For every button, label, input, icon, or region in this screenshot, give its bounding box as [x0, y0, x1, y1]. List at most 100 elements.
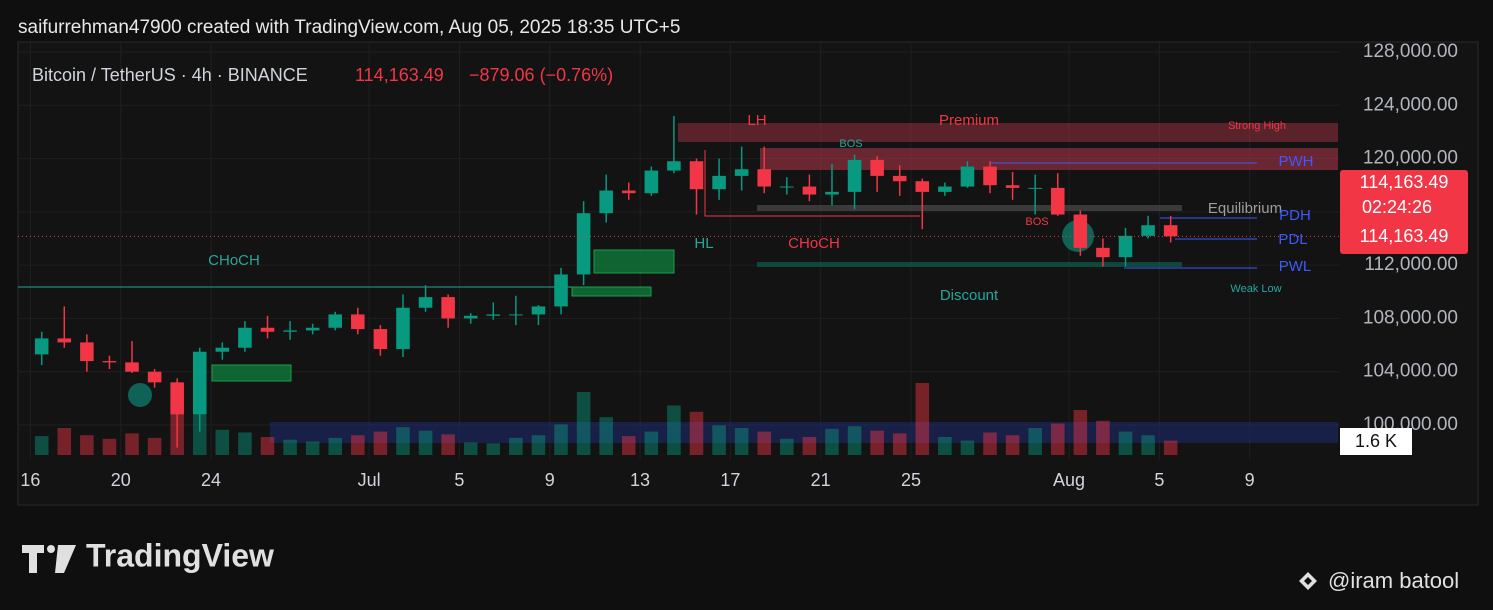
volume-bar: [576, 392, 591, 455]
hl-line: [704, 150, 920, 217]
candle-body: [283, 330, 297, 332]
volume-bar: [260, 437, 275, 455]
supply-zone: [760, 148, 1338, 170]
candle-body: [554, 274, 568, 307]
candle-body: [780, 186, 794, 188]
volume-bar: [757, 431, 772, 455]
candle-body: [531, 306, 546, 315]
annotation: Equilibrium: [1208, 200, 1282, 217]
volume-bar: [1163, 440, 1178, 455]
order-block: [211, 364, 292, 382]
candle-body: [305, 327, 320, 331]
candle-body: [1163, 225, 1178, 237]
annotation: PDL: [1278, 231, 1307, 248]
volume-bar: [34, 436, 49, 455]
annotation: CHoCH: [208, 252, 260, 269]
annotation: PWH: [1279, 153, 1314, 170]
discount-zone: [757, 262, 1182, 267]
annotation: PWL: [1279, 258, 1312, 275]
volume-bar: [80, 435, 94, 455]
candle-body: [396, 307, 410, 350]
volume-bar: [509, 437, 523, 455]
volume-bar: [983, 432, 997, 455]
candle-body: [983, 166, 997, 186]
candle-body: [802, 186, 817, 195]
volume-bar: [1096, 420, 1110, 455]
candle-body: [260, 327, 275, 332]
candle-body: [238, 327, 252, 348]
candle-body: [328, 314, 343, 328]
x-tick-label: Jul: [358, 470, 381, 490]
change: −879.06 (−0.76%): [469, 65, 613, 85]
volume-bar: [734, 428, 749, 455]
candle-body: [486, 314, 501, 316]
annotation: Premium: [939, 112, 999, 129]
candle-body: [351, 314, 365, 330]
candle-body: [1073, 214, 1088, 248]
volume-bar: [305, 441, 320, 455]
candle-body: [825, 191, 839, 195]
candle-body: [847, 159, 862, 192]
y-tick-label: 128,000.00: [1363, 41, 1458, 62]
order-block: [593, 249, 675, 274]
equilibrium-zone: [757, 205, 1182, 211]
candle-body: [34, 338, 49, 355]
annotation: BOS: [839, 138, 862, 150]
annotation: PDH: [1279, 207, 1311, 224]
watermark-icon: [1299, 572, 1317, 590]
volume-bar: [1005, 435, 1020, 455]
volume-bar: [531, 435, 546, 455]
candle-body: [757, 169, 772, 187]
candle-body: [938, 186, 952, 192]
volume-bar: [57, 428, 72, 455]
candle-body: [463, 315, 478, 319]
header: saifurrehman47900 created with TradingVi…: [18, 17, 680, 38]
volume-bar: [621, 436, 636, 455]
candle-body: [57, 338, 72, 343]
volume-tag-label: 1.6 K: [1355, 431, 1397, 451]
price-tag: [1340, 170, 1468, 254]
volume-bar: [915, 383, 930, 455]
x-tick-label: 25: [901, 470, 921, 490]
volume-bar: [892, 433, 907, 455]
candle-body: [1028, 187, 1042, 189]
volume-bar: [780, 438, 794, 455]
candle-body: [689, 161, 704, 190]
volume-bar: [418, 430, 433, 455]
volume-bar: [486, 443, 501, 455]
countdown: 02:24:26: [1362, 197, 1432, 217]
volume-bar: [847, 426, 862, 455]
price-tag-label: 114,163.49: [1360, 172, 1449, 192]
volume-bar: [283, 439, 297, 455]
watermark: @iram batool: [1328, 568, 1459, 593]
candle-body: [667, 161, 681, 171]
volume-bar: [712, 425, 726, 455]
volume-bar: [599, 417, 613, 455]
y-tick-label: 120,000.00: [1363, 148, 1458, 169]
volume-bar: [192, 414, 207, 455]
volume-bar: [1073, 410, 1088, 455]
volume-bar: [441, 434, 455, 455]
x-tick-label: 24: [201, 470, 221, 490]
volume-bar: [1118, 431, 1133, 455]
volume: [34, 383, 1178, 455]
candle-body: [1141, 225, 1155, 236]
candle-body: [1118, 235, 1133, 258]
symbol: Bitcoin / TetherUS · 4h · BINANCE: [32, 65, 308, 85]
x-tick-label: 16: [20, 470, 40, 490]
volume-bar: [1028, 428, 1042, 455]
candle-body: [870, 159, 884, 176]
x-tick-label: 21: [811, 470, 831, 490]
annotation: BOS: [1025, 216, 1048, 228]
price: 114,163.49: [355, 65, 444, 85]
candle-body: [734, 169, 749, 176]
x-tick-label: 20: [111, 470, 131, 490]
brand: TradingView: [86, 537, 274, 573]
candle-body: [599, 190, 613, 214]
candle-body: [125, 362, 139, 372]
candles: [34, 115, 1178, 448]
annotation: Weak Low: [1230, 283, 1281, 295]
volume-bar: [351, 435, 365, 455]
volume-bar: [125, 433, 139, 455]
